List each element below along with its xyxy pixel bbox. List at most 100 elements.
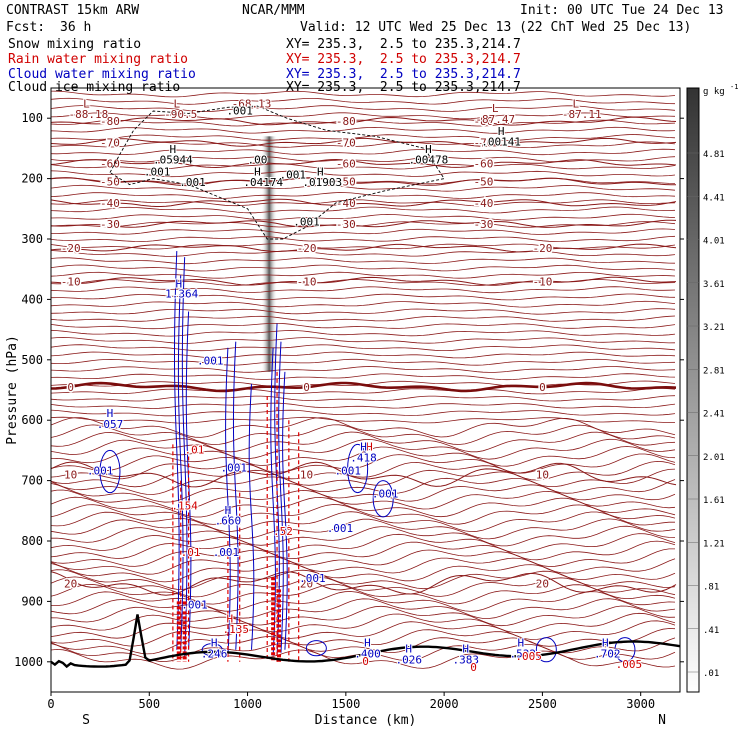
y-tick-label: 900 xyxy=(21,594,43,608)
extremum-label: L xyxy=(573,97,580,110)
colorbar-label: .01 xyxy=(703,669,719,679)
field-cloudwater-xy: XY= 235.3, 2.5 to 235.3,214.7 xyxy=(286,67,521,82)
colorbar-label: 1.61 xyxy=(703,496,725,506)
temperature-contour xyxy=(50,605,676,627)
field-cloudwater-name: Cloud water mixing ratio xyxy=(8,67,196,82)
temperature-contour xyxy=(50,134,676,141)
temperature-contour-label: -70 xyxy=(474,136,494,149)
cloud-water-contour xyxy=(278,341,284,653)
temperature-contour-label: -50 xyxy=(336,176,356,189)
extremum-label: H xyxy=(405,643,412,656)
cloud-water-contour xyxy=(177,275,184,650)
temperature-contour xyxy=(50,612,676,634)
model-title: CONTRAST 15km ARW xyxy=(6,3,140,18)
init-time: Init: 00 UTC Tue 24 Dec 13 xyxy=(520,3,724,18)
temperature-contour xyxy=(50,569,676,590)
extremum-label: .001 xyxy=(372,488,399,501)
temperature-contour xyxy=(50,105,676,112)
colorbar xyxy=(686,87,700,693)
x-tick-label: 2500 xyxy=(528,697,557,711)
temperature-contour-label: -60 xyxy=(100,158,120,171)
y-axis-label: Pressure (hPa) xyxy=(5,335,20,445)
temperature-contour xyxy=(50,591,676,612)
colorbar-label: .41 xyxy=(703,626,719,636)
temperature-contour xyxy=(50,598,676,619)
temperature-contour-minus30 xyxy=(50,219,677,228)
y-tick-label: 700 xyxy=(21,474,43,488)
temperature-contour-label: -30 xyxy=(100,218,120,231)
colorbar-label: 2.81 xyxy=(703,366,725,376)
temperature-contour xyxy=(50,300,676,308)
temperature-contour xyxy=(50,235,676,243)
cloud-water-contour xyxy=(174,251,180,650)
temperature-contour xyxy=(50,271,676,279)
extremum-label: .001 xyxy=(293,216,320,229)
temperature-contour xyxy=(50,148,676,156)
field-rain-name: Rain water mixing ratio xyxy=(8,52,189,67)
extremum-label: H xyxy=(225,504,232,517)
temperature-contour xyxy=(50,511,675,533)
y-tick-label: 1000 xyxy=(14,655,43,669)
temperature-contour-minus20 xyxy=(50,243,677,253)
extremum-label: -87.11 xyxy=(562,108,602,121)
temperature-contour-minus70 xyxy=(50,137,677,147)
extremum-label: -88.18 xyxy=(68,108,108,121)
temperature-contour xyxy=(50,460,676,481)
plot-frame xyxy=(50,87,681,693)
temperature-contour xyxy=(50,358,676,366)
temperature-contour xyxy=(50,518,676,540)
valid-time: Valid: 12 UTC Wed 25 Dec 13 (22 ChT Wed … xyxy=(300,20,692,35)
extremum-label: .001 xyxy=(335,465,362,478)
temperature-contour xyxy=(50,483,676,503)
temperature-contour-label: 20 xyxy=(300,577,313,590)
temperature-contour-zero xyxy=(50,381,677,393)
temperature-contour-minus60 xyxy=(50,158,677,169)
extremum-label: .001 xyxy=(327,522,354,535)
temperature-contour xyxy=(50,329,676,337)
extremum-label: H xyxy=(517,637,524,650)
extremum-label: .52 xyxy=(273,525,293,538)
temperature-contour-label: 0 xyxy=(67,381,74,394)
temperature-contour xyxy=(50,184,676,192)
x-tick-label: 3000 xyxy=(626,697,655,711)
temperature-contour xyxy=(50,206,676,214)
y-tick-label: 400 xyxy=(21,292,43,306)
temperature-contour xyxy=(50,409,676,417)
extremum-label: .04174 xyxy=(243,176,283,189)
temperature-contour xyxy=(50,533,676,554)
temperature-contour xyxy=(50,264,676,272)
extremum-label: H xyxy=(227,613,234,626)
temperature-contour xyxy=(50,199,676,207)
y-tick-label: 600 xyxy=(21,413,43,427)
extremum-label: L xyxy=(83,97,90,110)
temperature-contour xyxy=(50,525,676,547)
colorbar-label: .81 xyxy=(703,583,719,593)
terrain-line xyxy=(50,614,681,669)
colorbar-label: 2.41 xyxy=(703,410,725,420)
extremum-label: .001 xyxy=(144,166,171,179)
temperature-contour xyxy=(50,373,676,381)
temperature-contour xyxy=(50,620,676,640)
x-tick-label: 500 xyxy=(138,697,160,711)
field-snow-name: Snow mixing ratio xyxy=(8,37,142,52)
colorbar-label: 2.01 xyxy=(703,453,725,463)
temperature-contour xyxy=(50,540,676,561)
temperature-contour-label: 0 xyxy=(539,381,546,394)
extremum-label: .026 xyxy=(395,654,422,667)
extremum-label: 0 xyxy=(470,661,477,674)
extremum-label: H xyxy=(360,440,367,453)
temperature-contour-label: -10 xyxy=(532,275,552,288)
temperature-contour xyxy=(50,366,676,373)
temperature-contour-label: 10 xyxy=(300,469,313,482)
cloud-water-contour xyxy=(347,443,369,494)
temperature-contour-10 xyxy=(50,461,677,488)
y-tick-label: 100 xyxy=(21,111,43,125)
extremum-label: .400 xyxy=(354,648,381,661)
temperature-contour xyxy=(50,156,676,163)
cloud-water-contour xyxy=(282,371,288,650)
extremum-label: H xyxy=(498,125,505,138)
extremum-label: H xyxy=(366,440,373,453)
temperature-contour xyxy=(50,489,676,511)
temperature-contour-minus50 xyxy=(50,177,676,187)
temperature-contour-label: -20 xyxy=(297,242,317,255)
